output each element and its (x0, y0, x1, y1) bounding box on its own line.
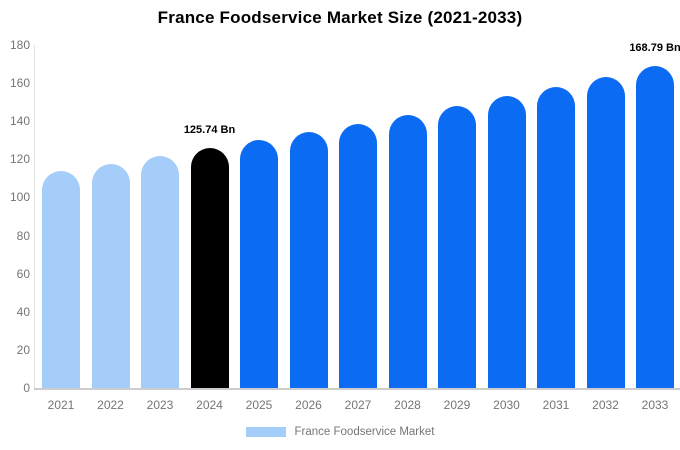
x-axis-tick-label: 2024 (196, 398, 223, 412)
y-axis-tick-label: 40 (16, 304, 30, 319)
x-axis-tick-label: 2022 (97, 398, 124, 412)
y-axis-line (34, 45, 35, 388)
x-axis-tick-label: 2032 (592, 398, 619, 412)
x-axis-tick-label: 2028 (394, 398, 421, 412)
y-axis-tick-label: 100 (9, 190, 30, 205)
x-axis-tick-label: 2021 (47, 398, 75, 412)
bar (388, 114, 427, 388)
x-axis-tick-label: 2031 (542, 398, 570, 412)
x-axis-tick-label: 2023 (146, 398, 174, 412)
bar (289, 132, 328, 388)
x-axis-tick-label: 2026 (295, 398, 322, 412)
y-axis-tick-label: 160 (9, 76, 30, 91)
bar (91, 163, 130, 388)
bar (42, 170, 80, 388)
bar-value-label: 125.74 Bn (183, 124, 236, 137)
bar (141, 156, 179, 388)
bar (240, 140, 278, 388)
chart-title: France Foodservice Market Size (2021-203… (157, 8, 523, 27)
y-axis-tick-label: 20 (16, 342, 30, 357)
y-axis-tick-label: 0 (23, 381, 30, 395)
y-axis-tick-label: 180 (9, 38, 30, 52)
legend-swatch (245, 427, 286, 437)
bar (339, 123, 377, 388)
x-axis-tick-label: 2029 (443, 398, 471, 412)
bar (190, 148, 229, 388)
x-axis-line (34, 388, 680, 390)
y-axis-tick-label: 80 (16, 228, 30, 243)
y-axis-tick-label: 140 (9, 114, 30, 129)
bar (537, 86, 575, 388)
bar (487, 96, 526, 388)
y-axis-tick-label: 120 (9, 152, 30, 167)
x-axis-tick-label: 2027 (344, 398, 372, 412)
y-axis-tick-label: 60 (16, 266, 30, 281)
legend: France Foodservice Market (0, 424, 680, 440)
x-axis-tick-label: 2025 (245, 398, 273, 412)
bar-value-label: 168.79 Bn (629, 42, 680, 55)
bar (438, 105, 476, 388)
bar (586, 76, 625, 388)
legend-label: France Foodservice Market (294, 426, 435, 438)
x-axis-tick-label: 2033 (641, 398, 669, 412)
bar (636, 66, 674, 388)
x-axis-tick-label: 2030 (493, 398, 520, 412)
